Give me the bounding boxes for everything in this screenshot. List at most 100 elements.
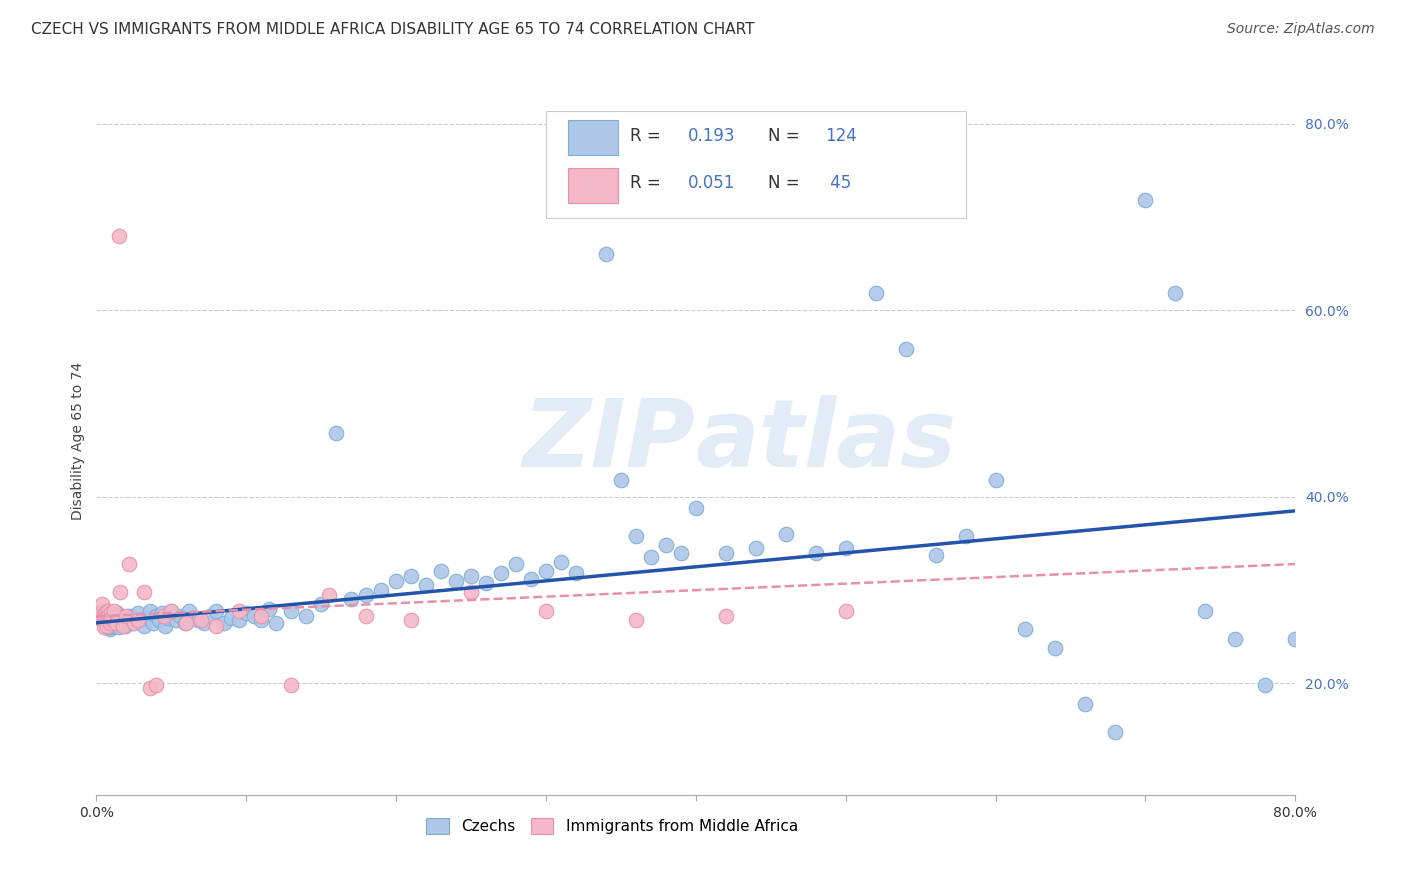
Point — [280, 604, 302, 618]
Point — [1284, 632, 1306, 646]
Point — [148, 613, 170, 627]
Point — [134, 618, 156, 632]
Point — [235, 607, 257, 621]
Point — [1135, 193, 1157, 207]
Point — [179, 604, 201, 618]
Point — [1074, 697, 1097, 711]
Point — [91, 613, 114, 627]
Point — [97, 608, 120, 623]
Point — [520, 572, 543, 586]
Point — [924, 548, 946, 562]
Point — [804, 546, 827, 560]
Point — [475, 575, 498, 590]
Point — [127, 613, 149, 627]
Point — [1104, 725, 1126, 739]
Point — [624, 529, 647, 543]
Point — [96, 615, 118, 630]
Point — [93, 609, 115, 624]
Point — [1315, 697, 1337, 711]
Point — [103, 604, 125, 618]
Point — [136, 611, 159, 625]
Point — [415, 578, 437, 592]
Point — [94, 607, 117, 621]
Point — [834, 541, 856, 556]
Point — [101, 613, 124, 627]
Point — [90, 604, 112, 618]
Point — [139, 604, 162, 618]
Point — [157, 611, 180, 625]
Point — [150, 607, 173, 621]
Point — [460, 585, 482, 599]
Point — [145, 609, 167, 624]
Point — [174, 615, 197, 630]
Point — [121, 615, 143, 630]
Point — [370, 583, 392, 598]
Y-axis label: Disability Age 65 to 74: Disability Age 65 to 74 — [72, 362, 86, 520]
Point — [894, 343, 917, 357]
Point — [103, 618, 125, 632]
Point — [139, 681, 162, 695]
Point — [118, 609, 141, 624]
Point — [100, 609, 122, 624]
Point — [94, 604, 117, 618]
Point — [94, 620, 117, 634]
Point — [100, 620, 122, 634]
Point — [110, 585, 132, 599]
Point — [112, 611, 135, 625]
Point — [430, 565, 453, 579]
Point — [505, 557, 527, 571]
Point — [98, 615, 121, 630]
Point — [219, 611, 242, 625]
Point — [714, 546, 737, 560]
Point — [318, 588, 340, 602]
Point — [98, 613, 121, 627]
Point — [169, 609, 191, 624]
Point — [640, 550, 662, 565]
Text: N =: N = — [768, 127, 804, 145]
Text: CZECH VS IMMIGRANTS FROM MIDDLE AFRICA DISABILITY AGE 65 TO 74 CORRELATION CHART: CZECH VS IMMIGRANTS FROM MIDDLE AFRICA D… — [31, 22, 755, 37]
Point — [385, 574, 408, 588]
Point — [655, 538, 678, 552]
Point — [610, 473, 633, 487]
Point — [160, 604, 183, 618]
Point — [295, 609, 318, 624]
Text: 0.051: 0.051 — [688, 174, 735, 192]
Point — [1225, 632, 1247, 646]
Point — [183, 611, 205, 625]
Point — [257, 602, 280, 616]
Point — [145, 678, 167, 692]
Point — [1045, 640, 1067, 655]
Point — [104, 609, 127, 624]
Point — [714, 609, 737, 624]
Point — [399, 569, 422, 583]
Point — [96, 607, 118, 621]
Point — [105, 613, 128, 627]
Text: 45: 45 — [825, 174, 852, 192]
Point — [96, 611, 118, 625]
Point — [264, 615, 287, 630]
Point — [114, 618, 136, 632]
FancyBboxPatch shape — [568, 120, 617, 155]
Point — [122, 615, 145, 630]
Text: ZIP: ZIP — [523, 395, 696, 487]
Point — [91, 607, 114, 621]
Point — [550, 555, 572, 569]
Point — [152, 609, 174, 624]
Point — [127, 607, 149, 621]
Point — [534, 604, 557, 618]
Point — [745, 541, 768, 556]
Text: R =: R = — [630, 127, 666, 145]
Point — [775, 527, 797, 541]
Point — [212, 615, 235, 630]
Point — [565, 566, 588, 581]
Point — [325, 426, 347, 441]
Point — [97, 604, 120, 618]
Point — [595, 247, 617, 261]
Point — [104, 615, 127, 630]
Point — [112, 618, 135, 632]
Point — [101, 607, 124, 622]
Point — [134, 585, 156, 599]
Point — [1194, 604, 1216, 618]
Point — [534, 565, 557, 579]
Point — [100, 611, 122, 625]
